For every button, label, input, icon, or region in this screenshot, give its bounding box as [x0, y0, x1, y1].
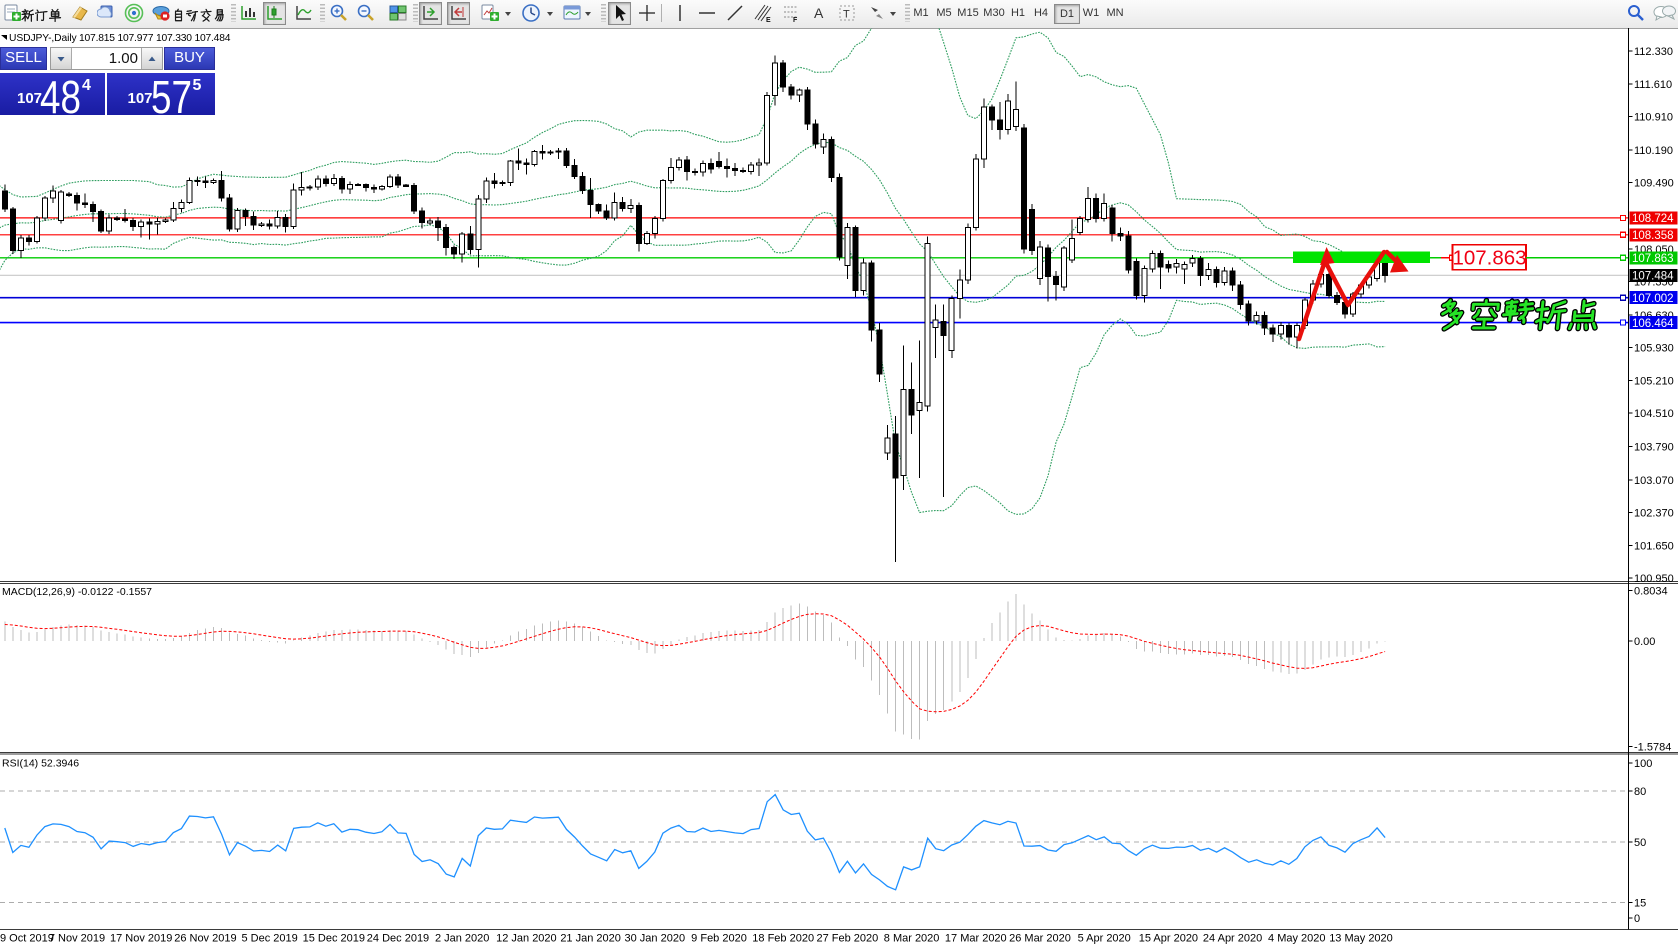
svg-text:21 Jan 2020: 21 Jan 2020 [560, 933, 621, 945]
svg-text:17 Mar 2020: 17 Mar 2020 [945, 933, 1007, 945]
svg-text:USDJPY-,Daily: USDJPY-,Daily [9, 33, 78, 44]
svg-text:107.484: 107.484 [1632, 271, 1674, 283]
svg-text:T: T [843, 9, 850, 21]
svg-text:26 Nov 2019: 26 Nov 2019 [174, 933, 236, 945]
svg-text:107.863: 107.863 [1452, 246, 1526, 269]
svg-text:102.370: 102.370 [1634, 507, 1674, 519]
svg-text:111.610: 111.610 [1634, 79, 1672, 91]
svg-text:103.070: 103.070 [1634, 475, 1674, 487]
svg-text:107.863: 107.863 [1632, 253, 1674, 265]
svg-text:80: 80 [1634, 786, 1646, 798]
svg-text:15 Apr 2020: 15 Apr 2020 [1139, 933, 1198, 945]
svg-text:109.490: 109.490 [1634, 177, 1674, 189]
svg-text:15 Dec 2019: 15 Dec 2019 [303, 933, 365, 945]
svg-text:103.790: 103.790 [1634, 442, 1674, 454]
svg-text:24 Apr 2020: 24 Apr 2020 [1203, 933, 1262, 945]
svg-text:104.510: 104.510 [1634, 408, 1674, 420]
svg-text:0.8034: 0.8034 [1634, 586, 1668, 598]
svg-text:-1.5784: -1.5784 [1634, 742, 1671, 754]
svg-text:30 Jan 2020: 30 Jan 2020 [625, 933, 686, 945]
svg-text:110.190: 110.190 [1634, 145, 1673, 157]
svg-text:7 Nov 2019: 7 Nov 2019 [49, 933, 105, 945]
svg-text:105.930: 105.930 [1634, 342, 1674, 354]
svg-text:108.358: 108.358 [1632, 230, 1674, 242]
svg-text:101.650: 101.650 [1634, 541, 1674, 553]
svg-text:27 Feb 2020: 27 Feb 2020 [817, 933, 879, 945]
svg-text:4 May 2020: 4 May 2020 [1268, 933, 1325, 945]
svg-text:8 Mar 2020: 8 Mar 2020 [884, 933, 940, 945]
svg-text:RSI(14) 52.3946: RSI(14) 52.3946 [2, 758, 79, 770]
svg-text:5 Dec 2019: 5 Dec 2019 [241, 933, 297, 945]
svg-text:A: A [814, 5, 824, 21]
svg-text:13 May 2020: 13 May 2020 [1329, 933, 1393, 945]
svg-text:105.210: 105.210 [1634, 376, 1674, 388]
svg-text:100: 100 [1634, 758, 1652, 770]
svg-text:F: F [793, 17, 798, 23]
svg-text:0: 0 [1634, 913, 1640, 925]
svg-text:2 Jan 2020: 2 Jan 2020 [435, 933, 489, 945]
svg-text:9 Oct 2019: 9 Oct 2019 [0, 933, 54, 945]
svg-text:112.330: 112.330 [1634, 46, 1673, 58]
svg-text:107.002: 107.002 [1632, 293, 1674, 305]
svg-text:15: 15 [1634, 898, 1646, 910]
svg-text:0.00: 0.00 [1634, 636, 1655, 648]
svg-text:110.910: 110.910 [1634, 112, 1673, 124]
svg-text:106.464: 106.464 [1632, 318, 1674, 330]
svg-text:24 Dec 2019: 24 Dec 2019 [367, 933, 429, 945]
svg-text:108.724: 108.724 [1632, 213, 1674, 225]
svg-text:12 Jan 2020: 12 Jan 2020 [496, 933, 557, 945]
svg-text:100.950: 100.950 [1634, 573, 1674, 585]
svg-text:26 Mar 2020: 26 Mar 2020 [1009, 933, 1071, 945]
svg-text:17 Nov 2019: 17 Nov 2019 [110, 933, 172, 945]
svg-text:E: E [766, 17, 771, 23]
svg-text:18 Feb 2020: 18 Feb 2020 [752, 933, 814, 945]
svg-text:5 Apr 2020: 5 Apr 2020 [1078, 933, 1131, 945]
svg-text:107.815 107.977 107.330 107.48: 107.815 107.977 107.330 107.484 [79, 33, 231, 44]
svg-text:MACD(12,26,9) -0.0122 -0.1557: MACD(12,26,9) -0.0122 -0.1557 [2, 586, 152, 598]
svg-text:50: 50 [1634, 837, 1646, 849]
svg-text:9 Feb 2020: 9 Feb 2020 [691, 933, 747, 945]
